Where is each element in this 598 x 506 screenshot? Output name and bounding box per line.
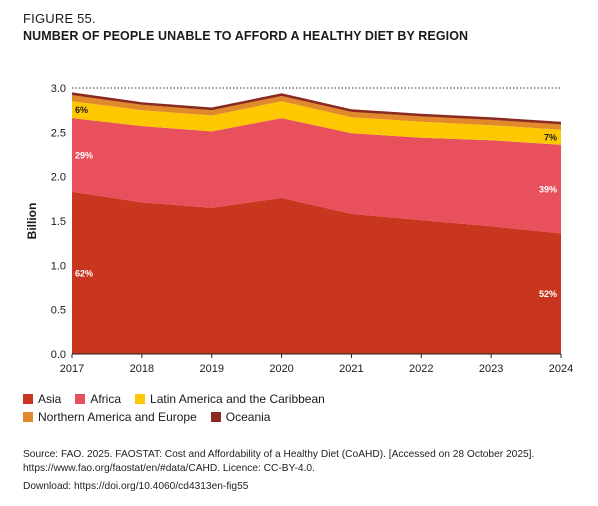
annotation-latin-america-and-the-caribbean-2017: 6% xyxy=(75,105,88,115)
x-tick-label: 2023 xyxy=(479,363,503,375)
area-northern-america-and-europe xyxy=(72,95,561,130)
x-tick-label: 2017 xyxy=(60,363,84,375)
x-tick-label: 2018 xyxy=(130,363,154,375)
y-axis-label: Billion xyxy=(25,203,39,240)
y-tick-label: 1.5 xyxy=(51,216,66,228)
legend-item-africa: Africa xyxy=(75,392,121,406)
legend-swatch xyxy=(23,412,33,422)
legend-label: Northern America and Europe xyxy=(38,410,197,424)
legend-label: Asia xyxy=(38,392,62,406)
legend-item-latin-america-and-the-caribbean: Latin America and the Caribbean xyxy=(135,392,325,406)
chart-axes: 0.0 0.5 1.0 1.5 2.0 2.5 3.0 2017 2018 2019 2020 202… xyxy=(51,83,574,375)
area-latin-america-and-the-caribbean xyxy=(72,101,561,145)
legend-label: Africa xyxy=(90,392,122,406)
annotation-africa-2017: 29% xyxy=(75,150,93,160)
legend-swatch xyxy=(135,394,146,404)
x-tick-label: 2021 xyxy=(339,363,363,375)
y-tick-label: 2.0 xyxy=(51,172,66,184)
chart-annotations: 62% 29% 6% 52% 39% 7% xyxy=(75,105,557,299)
figure-label: FIGURE 55. xyxy=(23,11,96,26)
annotation-africa-2024: 39% xyxy=(539,185,557,195)
x-tick-label: 2022 xyxy=(409,363,433,375)
legend-label: Latin America and the Caribbean xyxy=(150,392,325,406)
x-tick-label: 2020 xyxy=(269,363,293,375)
source-line-1: Source: FAO. 2025. FAOSTAT: Cost and Aff… xyxy=(23,449,535,460)
legend-item-asia: Asia xyxy=(23,392,61,406)
legend-swatch xyxy=(210,412,221,422)
y-tick-label: 3.0 xyxy=(51,83,66,95)
legend-item-northern-america-and-europe: Northern America and Europe xyxy=(23,410,197,424)
area-africa xyxy=(72,118,561,234)
y-tick-label: 0.0 xyxy=(51,349,66,361)
annotation-asia-2017: 62% xyxy=(75,268,93,278)
annotation-asia-2024: 52% xyxy=(539,289,557,299)
source-note: Source: FAO. 2025. FAOSTAT: Cost and Aff… xyxy=(23,448,583,476)
y-tick-label: 1.0 xyxy=(51,260,66,272)
legend-item-oceania: Oceania xyxy=(210,410,271,424)
source-line-2: https://www.fao.org/faostat/en/#data/CAH… xyxy=(23,463,315,474)
legend-label: Oceania xyxy=(225,410,271,424)
download-note: Download: https://doi.org/10.4060/cd4313… xyxy=(23,481,249,492)
y-tick-label: 0.5 xyxy=(51,305,66,317)
legend-swatch xyxy=(23,394,33,404)
area-oceania xyxy=(72,92,561,125)
legend-row: Asia Africa Latin America and the Caribbea… xyxy=(23,390,583,408)
x-tick-label: 2019 xyxy=(199,363,223,375)
chart-legend: Asia Africa Latin America and the Caribbea… xyxy=(23,390,583,426)
annotation-latin-america-and-the-caribbean-2024: 7% xyxy=(544,133,557,143)
figure-title: NUMBER OF PEOPLE UNABLE TO AFFORD A HEAL… xyxy=(23,29,469,43)
area-asia xyxy=(72,191,561,354)
y-tick-label: 2.5 xyxy=(51,127,66,139)
legend-swatch xyxy=(75,394,86,404)
chart-areas xyxy=(72,92,561,354)
x-tick-label: 2024 xyxy=(549,363,573,375)
legend-row: Northern America and Europe Oceania xyxy=(23,408,583,426)
